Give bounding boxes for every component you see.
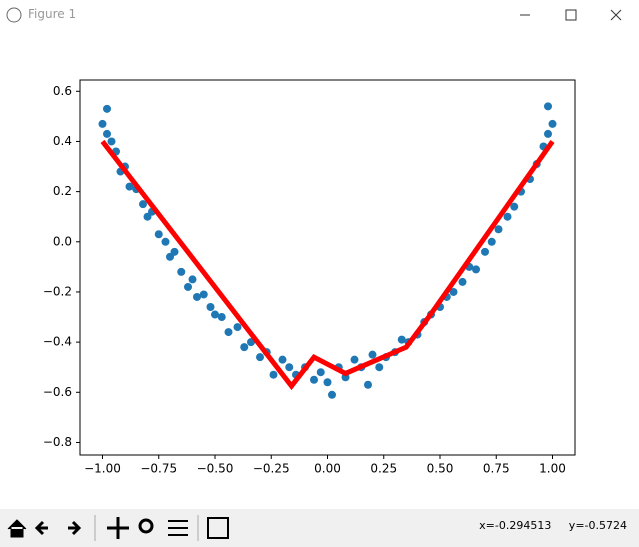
y-tick-label: 0.4 xyxy=(53,134,72,148)
scatter-point xyxy=(224,328,233,337)
scatter-point xyxy=(328,390,336,399)
scatter-point xyxy=(154,230,163,239)
x-tick-label: −0.75 xyxy=(140,462,177,476)
scatter-point xyxy=(458,277,467,286)
scatter-point xyxy=(103,129,111,138)
scatter-point xyxy=(177,267,186,276)
y-tick-label: 0.2 xyxy=(53,184,72,198)
x-tick-label: 0.75 xyxy=(483,462,510,476)
scatter-point xyxy=(233,323,242,332)
app-icon xyxy=(6,7,22,23)
scatter-point xyxy=(199,290,208,299)
scatter-point xyxy=(170,247,179,256)
scatter-point xyxy=(548,119,557,128)
y-tick-label: −0.2 xyxy=(43,284,72,298)
line xyxy=(100,139,555,391)
scatter-point xyxy=(544,129,552,138)
y-tick-label: −0.4 xyxy=(43,335,72,349)
scatter-point xyxy=(494,225,503,234)
scatter-point xyxy=(472,265,480,274)
back-button[interactable] xyxy=(34,520,48,536)
zoom-button[interactable] xyxy=(138,518,154,534)
scatter-point xyxy=(487,237,496,246)
y-tick-label: −0.8 xyxy=(43,435,72,449)
scatter-point xyxy=(375,363,384,372)
scatter-point xyxy=(161,237,170,246)
scatter-point xyxy=(193,292,201,301)
scatter-point xyxy=(316,368,325,377)
axes-frame xyxy=(79,79,576,456)
scatter-point xyxy=(364,380,372,389)
scatter-point xyxy=(217,313,226,322)
x-tick-label: 1.00 xyxy=(539,462,566,476)
close-button[interactable] xyxy=(610,9,622,21)
y-tick-label: 0.6 xyxy=(53,84,72,98)
scatter-point xyxy=(449,287,458,296)
scatter-point xyxy=(368,350,377,359)
scatter-point xyxy=(285,363,294,372)
cursor-coordinates: x=-0.294513 y=-0.5724 xyxy=(479,519,627,532)
scatter-point xyxy=(98,119,107,128)
scatter-point xyxy=(211,310,219,319)
x-tick-label: 0.00 xyxy=(314,462,341,476)
scatter-point xyxy=(103,104,111,113)
save-button[interactable] xyxy=(207,517,229,539)
scatter-point xyxy=(397,335,406,344)
window-title: Figure 1 xyxy=(28,7,77,21)
x-tick-label: −0.25 xyxy=(253,462,290,476)
scatter-point xyxy=(107,137,116,146)
scatter-point xyxy=(323,378,332,387)
home-button[interactable] xyxy=(7,519,27,538)
scatter-point xyxy=(278,355,287,364)
toolbar-buttons xyxy=(7,515,229,541)
x-tick-label: 0.50 xyxy=(427,462,454,476)
scatter-point xyxy=(125,182,134,191)
scatter-point xyxy=(206,303,215,312)
y-tick-label: 0.0 xyxy=(53,234,72,248)
toolbar: x=-0.294513 y=-0.5724 xyxy=(0,509,639,547)
configure-button[interactable] xyxy=(168,520,188,536)
scatter-point xyxy=(310,375,318,384)
x-tick-label: −1.00 xyxy=(84,462,121,476)
x-tick-label: 0.25 xyxy=(370,462,397,476)
title-bar-icons xyxy=(6,7,622,23)
pan-button[interactable] xyxy=(107,517,129,539)
maximize-button[interactable] xyxy=(565,9,577,21)
scatter-point xyxy=(503,212,512,221)
scatter-point xyxy=(188,275,197,284)
scatter-point xyxy=(350,355,359,364)
y-tick-label: −0.6 xyxy=(43,385,72,399)
forward-button[interactable] xyxy=(68,520,82,536)
x-tick-label: −0.50 xyxy=(197,462,234,476)
chart: −0.8 −0.6 −0.4 −0.2 0.0 0.2 0.4 0.6 −1.00 −0.75 −0… xyxy=(43,79,576,476)
scatter-point xyxy=(184,282,192,291)
scatter-point xyxy=(139,200,147,209)
scatter-point xyxy=(544,102,552,111)
scatter-point xyxy=(481,247,489,256)
title-bar: Figure 1 xyxy=(0,0,639,30)
scatter-point xyxy=(269,370,278,379)
scatter-point xyxy=(510,202,519,211)
scatter-point xyxy=(256,353,264,362)
scatter-point xyxy=(240,343,249,352)
